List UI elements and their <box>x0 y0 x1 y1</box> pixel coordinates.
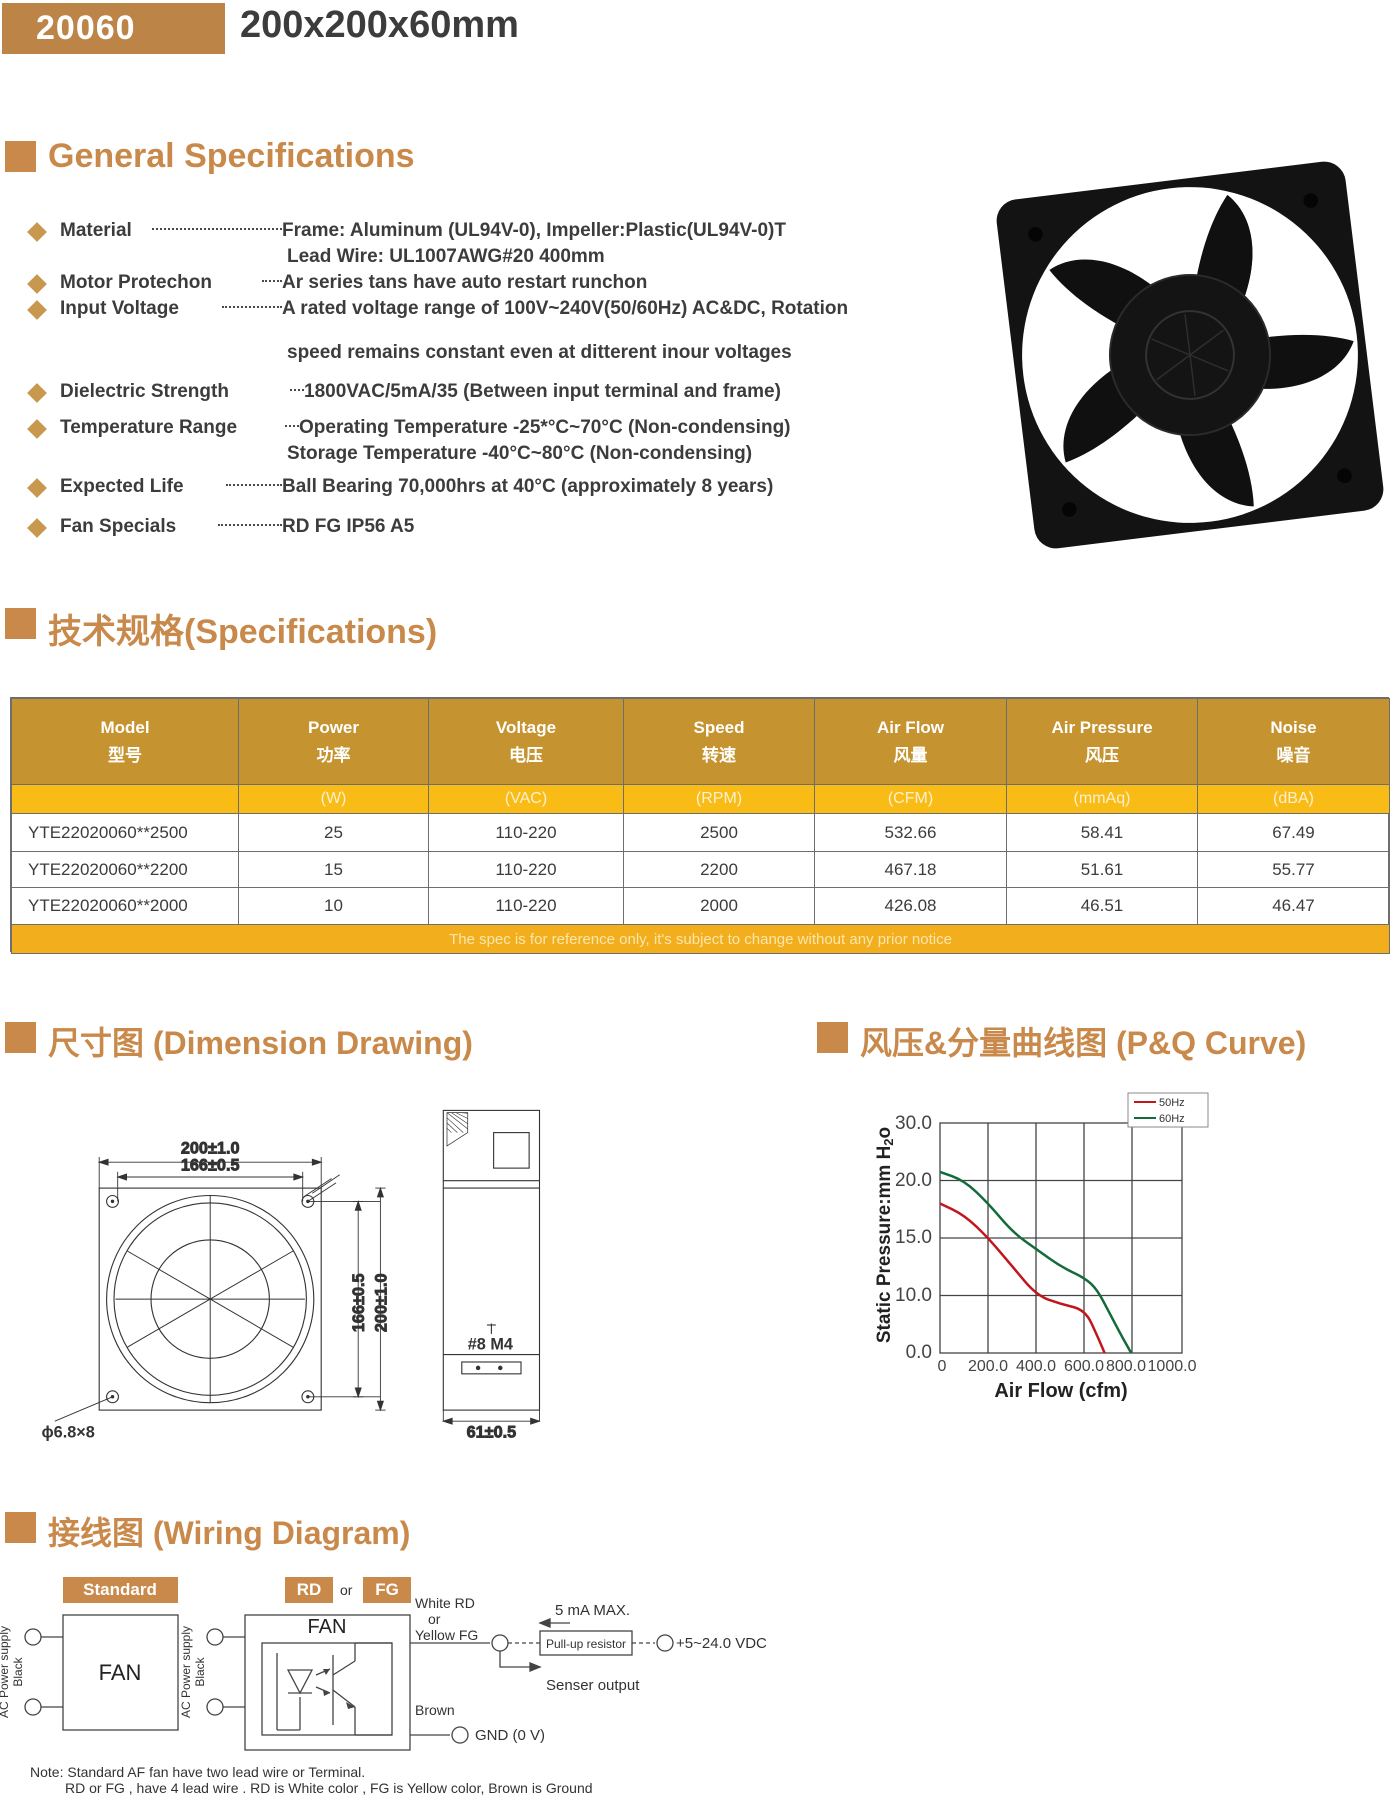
svg-text:15.0: 15.0 <box>895 1227 932 1248</box>
svg-text:Note: Standard AF fan have two: Note: Standard AF fan have two lead wire… <box>30 1764 365 1780</box>
svg-text:Black: Black <box>11 1656 25 1686</box>
svg-text:0: 0 <box>938 1358 947 1375</box>
svg-text:Brown: Brown <box>415 1702 455 1718</box>
svg-text:Static Pressure:mm H2o: Static Pressure:mm H2o <box>874 1127 896 1343</box>
svg-text:Standard: Standard <box>83 1580 157 1599</box>
svg-text:FAN: FAN <box>99 1660 142 1685</box>
svg-text:AC Power supply: AC Power supply <box>179 1626 193 1718</box>
svg-text:Air Flow (cfm): Air Flow (cfm) <box>994 1380 1127 1402</box>
svg-text:GND (0 V): GND (0 V) <box>475 1727 545 1744</box>
svg-text:30.0: 30.0 <box>895 1113 932 1134</box>
svg-text:FG: FG <box>375 1580 399 1599</box>
svg-text:Senser output: Senser output <box>546 1677 640 1694</box>
svg-text:FAN: FAN <box>308 1616 347 1638</box>
svg-text:166±0.5: 166±0.5 <box>181 1156 240 1174</box>
svg-text:600.0: 600.0 <box>1064 1358 1104 1375</box>
svg-text:60Hz: 60Hz <box>1159 1113 1185 1125</box>
svg-text:5 mA MAX.: 5 mA MAX. <box>555 1602 630 1619</box>
svg-text:RD: RD <box>297 1580 322 1599</box>
svg-text:10.0: 10.0 <box>895 1285 932 1306</box>
svg-text:1000.0: 1000.0 <box>1148 1358 1197 1375</box>
svg-text:Pull-up resistor: Pull-up resistor <box>546 1637 626 1651</box>
svg-text:ϕ6.8×8: ϕ6.8×8 <box>41 1423 94 1441</box>
svg-text:#8 M4: #8 M4 <box>468 1335 513 1353</box>
svg-text:0.0: 0.0 <box>906 1342 932 1363</box>
svg-text:200.0: 200.0 <box>968 1358 1008 1375</box>
svg-text:RD or FG , have 4 lead wire .: RD or FG , have 4 lead wire . RD is Whit… <box>65 1780 593 1795</box>
svg-text:White RD: White RD <box>415 1595 475 1611</box>
svg-text:200±1.0: 200±1.0 <box>181 1139 240 1157</box>
svg-text:+5~24.0 VDC: +5~24.0 VDC <box>676 1635 767 1652</box>
svg-text:or: or <box>340 1582 353 1598</box>
svg-text:20.0: 20.0 <box>895 1170 932 1191</box>
svg-text:200±1.0: 200±1.0 <box>372 1273 390 1332</box>
svg-text:400.0: 400.0 <box>1016 1358 1056 1375</box>
svg-text:61±0.5: 61±0.5 <box>467 1423 517 1441</box>
svg-text:50Hz: 50Hz <box>1159 1097 1185 1109</box>
svg-text:800.0: 800.0 <box>1106 1358 1146 1375</box>
svg-text:or: or <box>428 1611 441 1627</box>
svg-text:AC Power supply: AC Power supply <box>0 1626 11 1718</box>
svg-text:166±0.5: 166±0.5 <box>350 1273 368 1332</box>
svg-text:Black: Black <box>193 1656 207 1686</box>
svg-text:Yellow FG: Yellow FG <box>415 1627 478 1643</box>
